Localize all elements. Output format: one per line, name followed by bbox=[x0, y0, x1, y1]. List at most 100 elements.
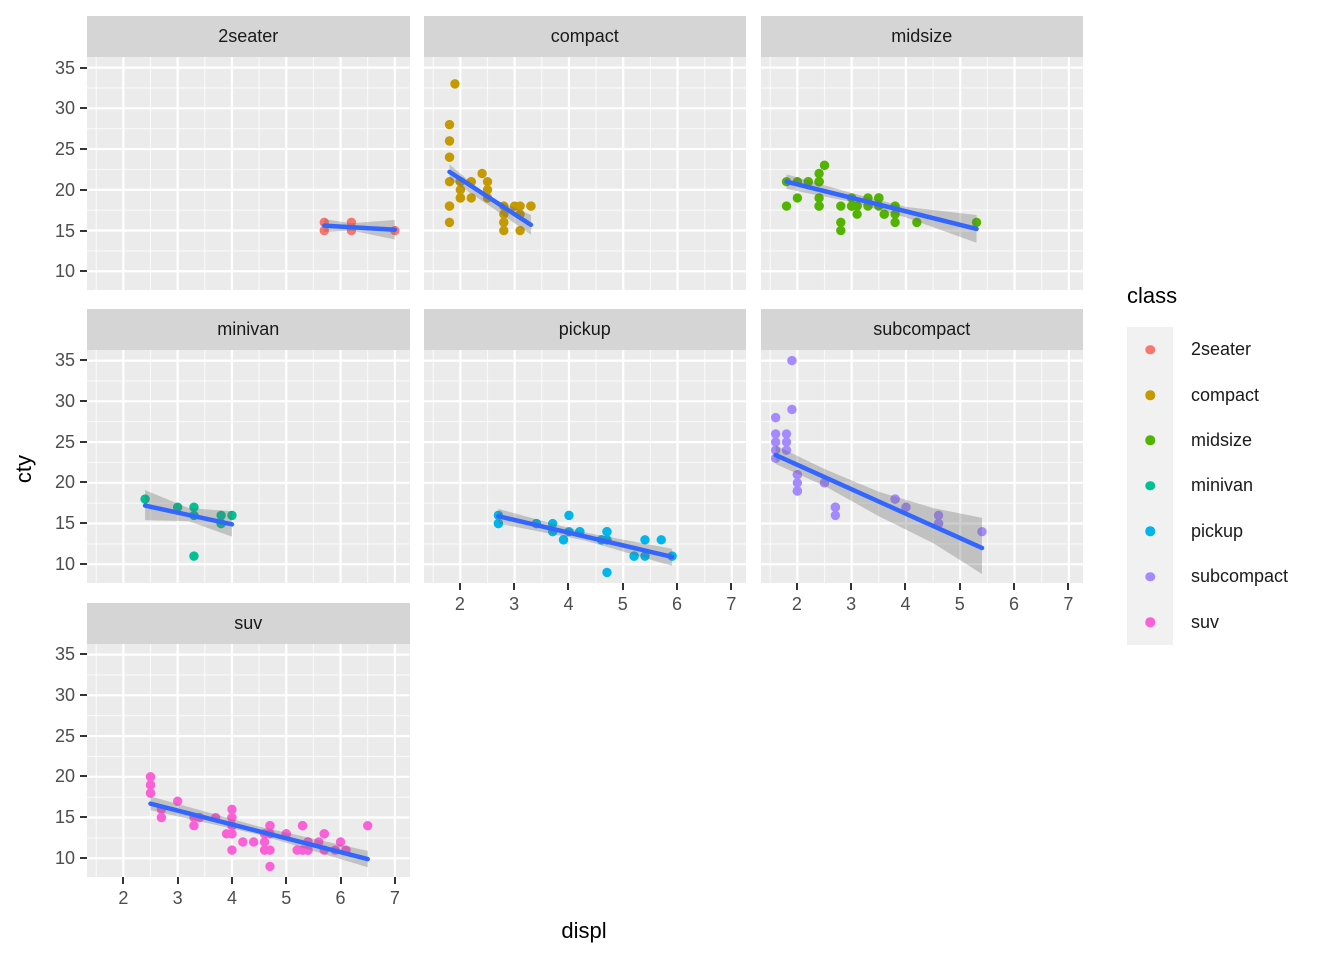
y-tick-label: 15 bbox=[54, 513, 75, 534]
y-tick-label: 35 bbox=[54, 644, 75, 665]
y-tick-mark bbox=[79, 66, 87, 69]
y-tick-label: 10 bbox=[54, 553, 75, 574]
facet-strip-label: minivan bbox=[217, 318, 280, 339]
y-tick-mark bbox=[79, 270, 87, 273]
x-tick-label: 2 bbox=[791, 593, 802, 614]
facet-panel-minivan bbox=[87, 349, 410, 583]
data-point bbox=[145, 779, 156, 790]
data-point bbox=[639, 534, 650, 545]
x-tick-mark bbox=[904, 582, 907, 590]
data-point bbox=[455, 193, 465, 203]
y-tick-mark bbox=[79, 653, 87, 656]
legend-item-midsize: midsize bbox=[1127, 418, 1337, 463]
x-tick-label: 5 bbox=[617, 593, 628, 614]
x-tick-mark bbox=[621, 582, 624, 590]
data-point bbox=[444, 136, 454, 146]
facet-panel-compact bbox=[423, 57, 746, 290]
x-tick-mark bbox=[393, 876, 396, 884]
data-point bbox=[265, 844, 275, 855]
data-point bbox=[628, 550, 639, 561]
data-point bbox=[189, 502, 199, 512]
y-tick-label: 20 bbox=[54, 179, 75, 200]
data-point bbox=[525, 201, 536, 211]
data-point bbox=[259, 836, 270, 847]
data-point bbox=[781, 428, 791, 439]
y-tick-mark bbox=[79, 775, 87, 778]
data-point bbox=[303, 844, 313, 855]
data-point bbox=[639, 550, 650, 561]
facet-strip-compact: compact bbox=[423, 16, 746, 57]
y-tick-mark bbox=[79, 440, 87, 443]
legend-label: midsize bbox=[1191, 429, 1253, 450]
data-point bbox=[792, 477, 802, 487]
x-tick-mark bbox=[1013, 582, 1016, 590]
data-point bbox=[889, 217, 900, 228]
data-point bbox=[362, 820, 373, 830]
panel-plot-2seater bbox=[87, 57, 410, 290]
data-point bbox=[172, 502, 183, 512]
legend: class 2seater compact midsize minivan pickup… bbox=[1127, 283, 1337, 645]
legend-label: suv bbox=[1191, 611, 1220, 632]
data-point bbox=[482, 176, 492, 187]
data-point bbox=[498, 225, 509, 236]
legend-point-icon bbox=[1145, 435, 1155, 446]
x-tick-label: 3 bbox=[509, 593, 520, 614]
data-point bbox=[835, 217, 846, 228]
legend-label: 2seater bbox=[1191, 339, 1252, 360]
data-point bbox=[792, 193, 802, 203]
data-point bbox=[770, 412, 780, 422]
data-point bbox=[509, 201, 519, 211]
data-point bbox=[292, 844, 302, 855]
data-point bbox=[813, 193, 824, 203]
data-point bbox=[227, 812, 237, 822]
facet-panel-suv bbox=[87, 643, 410, 877]
facet-strip-minivan: minivan bbox=[87, 308, 410, 350]
trend-line bbox=[772, 452, 984, 550]
legend-point-icon bbox=[1145, 344, 1155, 355]
data-point bbox=[781, 445, 791, 455]
data-point bbox=[514, 225, 525, 236]
data-point bbox=[813, 168, 824, 179]
confidence-ribbon bbox=[786, 174, 977, 243]
y-tick-label: 15 bbox=[54, 807, 75, 828]
data-point bbox=[335, 836, 346, 847]
trend-line bbox=[142, 502, 235, 527]
panel-plot-subcompact bbox=[760, 349, 1083, 583]
data-point bbox=[227, 844, 237, 855]
legend-item-subcompact: subcompact bbox=[1127, 554, 1337, 599]
data-point bbox=[830, 502, 840, 512]
data-point bbox=[476, 168, 487, 179]
data-point bbox=[265, 820, 275, 830]
data-point bbox=[792, 485, 802, 496]
y-tick-mark bbox=[79, 562, 87, 565]
data-point bbox=[846, 201, 856, 211]
data-point bbox=[140, 493, 150, 504]
legend-title: class bbox=[1127, 283, 1178, 308]
data-point bbox=[911, 217, 922, 228]
y-tick-mark bbox=[79, 816, 87, 819]
facet-strip-label: compact bbox=[550, 26, 619, 46]
y-tick-mark bbox=[79, 481, 87, 484]
data-point bbox=[879, 209, 889, 219]
legend-item-pickup: pickup bbox=[1127, 509, 1337, 554]
data-point bbox=[319, 225, 329, 236]
legend-point-icon bbox=[1145, 571, 1155, 582]
y-tick-mark bbox=[79, 693, 87, 696]
x-tick-label: 5 bbox=[954, 593, 965, 614]
x-tick-label: 5 bbox=[281, 887, 292, 908]
facet-strip-suv: suv bbox=[87, 602, 410, 644]
x-axis-title: displ bbox=[561, 918, 607, 943]
x-tick-mark bbox=[958, 582, 961, 590]
data-point bbox=[803, 176, 813, 187]
panel-plot-midsize bbox=[760, 57, 1083, 290]
x-tick-mark bbox=[285, 876, 288, 884]
y-tick-mark bbox=[79, 856, 87, 859]
x-tick-label: 2 bbox=[118, 887, 129, 908]
legend-label: subcompact bbox=[1191, 566, 1289, 587]
y-tick-label: 35 bbox=[54, 57, 75, 78]
y-tick-label: 35 bbox=[54, 350, 75, 371]
x-tick-label: 7 bbox=[1063, 593, 1074, 614]
x-tick-mark bbox=[567, 582, 570, 590]
legend-label: compact bbox=[1191, 384, 1260, 405]
